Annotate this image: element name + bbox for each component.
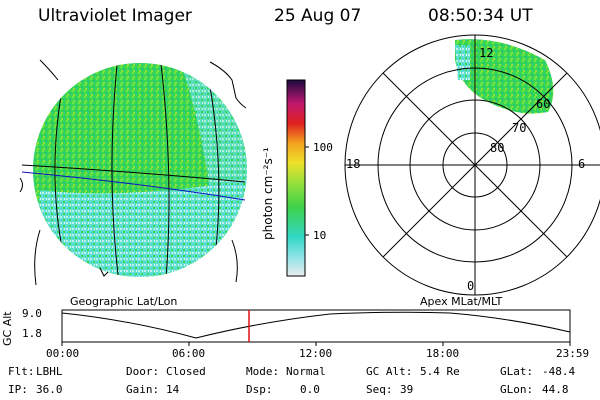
- mlat-label-80: 80: [490, 141, 505, 155]
- geographic-image-disk: [19, 59, 247, 286]
- apex-panel-label: Apex MLat/MLT: [420, 295, 503, 308]
- status-flt-key: Flt:: [8, 365, 35, 378]
- page-title: Ultraviolet Imager: [38, 6, 192, 26]
- status-gain-key: Gain:: [126, 383, 160, 396]
- status-mode-key: Mode:: [246, 365, 280, 378]
- altitude-axis-label: GC Alt: [1, 311, 14, 346]
- polar-plot: [344, 34, 600, 296]
- status-glon-value: 44.8: [542, 383, 569, 396]
- colorbar-unit-label: photon cm⁻²s⁻¹: [261, 147, 275, 240]
- header-date: 25 Aug 07: [274, 6, 362, 26]
- colorbar-tick-100: 100: [313, 141, 333, 154]
- status-dsp-value: 0.0: [300, 383, 320, 396]
- status-dsp-key: Dsp:: [246, 383, 273, 396]
- status-seq-value: 39: [400, 383, 414, 396]
- altitude-plot: [61, 309, 571, 346]
- colorbar-tick-10: 10: [313, 229, 327, 242]
- status-door-key: Door:: [126, 365, 160, 378]
- status-gcalt-value: 5.4 Re: [420, 365, 460, 378]
- altitude-tick-high: 9.0: [22, 307, 42, 320]
- mlt-label-right: 6: [578, 157, 586, 171]
- status-glon-key: GLon:: [500, 383, 534, 396]
- mlat-label-70: 70: [512, 121, 527, 135]
- status-gcalt-key: GC Alt:: [366, 365, 413, 378]
- status-flt-value: LBHL: [36, 365, 63, 378]
- time-tick-0000: 00:00: [46, 347, 80, 360]
- mlt-label-top: 12: [479, 46, 494, 60]
- status-door-value: Closed: [166, 365, 206, 378]
- status-ip-key: IP:: [8, 383, 28, 396]
- status-gain-value: 14: [166, 383, 180, 396]
- status-mode-value: Normal: [286, 365, 326, 378]
- mlat-label-60: 60: [536, 97, 551, 111]
- status-glat-key: GLat:: [500, 365, 534, 378]
- mlt-label-left: 18: [346, 157, 361, 171]
- colorbar: [286, 79, 306, 277]
- time-tick-0600: 06:00: [172, 347, 206, 360]
- geographic-panel-label: Geographic Lat/Lon: [70, 295, 178, 308]
- status-glat-value: -48.4: [542, 365, 576, 378]
- status-ip-value: 36.0: [36, 383, 63, 396]
- header-time: 08:50:34 UT: [428, 6, 533, 26]
- altitude-tick-low: 1.8: [22, 327, 42, 340]
- time-tick-1800: 18:00: [426, 347, 460, 360]
- time-tick-1200: 12:00: [299, 347, 333, 360]
- time-tick-2359: 23:59: [556, 347, 590, 360]
- status-seq-key: Seq:: [366, 383, 393, 396]
- mlt-label-bottom: 0: [467, 279, 475, 293]
